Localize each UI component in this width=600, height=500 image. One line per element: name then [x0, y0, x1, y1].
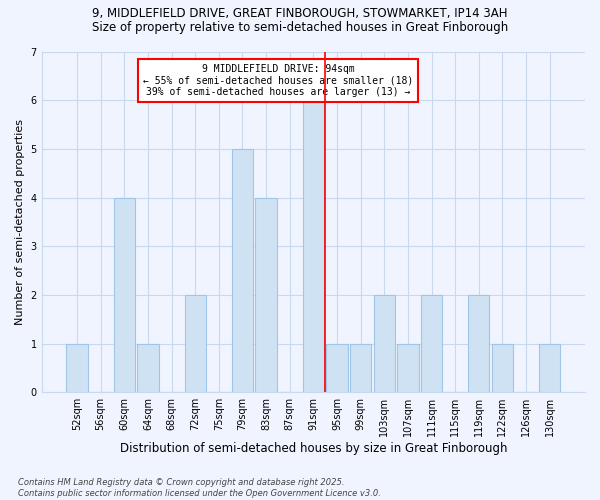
Bar	[232, 149, 253, 392]
Bar	[302, 100, 324, 392]
Text: Contains HM Land Registry data © Crown copyright and database right 2025.
Contai: Contains HM Land Registry data © Crown c…	[18, 478, 381, 498]
Bar	[256, 198, 277, 392]
Bar	[421, 295, 442, 392]
Bar	[539, 344, 560, 392]
Bar	[67, 344, 88, 392]
Bar	[468, 295, 490, 392]
Bar	[350, 344, 371, 392]
Bar	[397, 344, 419, 392]
Text: 9, MIDDLEFIELD DRIVE, GREAT FINBOROUGH, STOWMARKET, IP14 3AH: 9, MIDDLEFIELD DRIVE, GREAT FINBOROUGH, …	[92, 8, 508, 20]
X-axis label: Distribution of semi-detached houses by size in Great Finborough: Distribution of semi-detached houses by …	[119, 442, 507, 455]
Bar	[492, 344, 513, 392]
Text: Size of property relative to semi-detached houses in Great Finborough: Size of property relative to semi-detach…	[92, 21, 508, 34]
Bar	[137, 344, 158, 392]
Bar	[326, 344, 347, 392]
Text: 9 MIDDLEFIELD DRIVE: 94sqm
← 55% of semi-detached houses are smaller (18)
39% of: 9 MIDDLEFIELD DRIVE: 94sqm ← 55% of semi…	[143, 64, 413, 97]
Bar	[374, 295, 395, 392]
Bar	[113, 198, 135, 392]
Bar	[185, 295, 206, 392]
Y-axis label: Number of semi-detached properties: Number of semi-detached properties	[15, 119, 25, 325]
